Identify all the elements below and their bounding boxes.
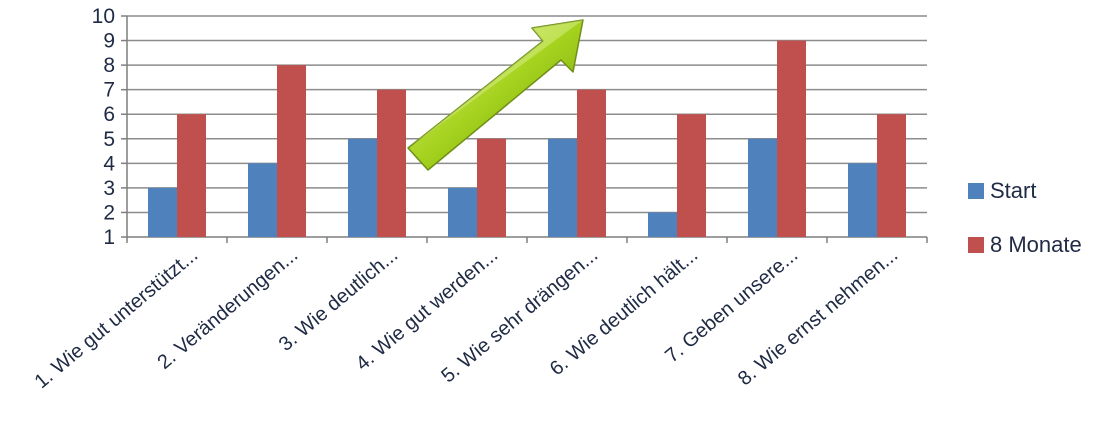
y-tick-label: 2 (103, 201, 115, 224)
category-label: 8. Wie ernst nehmen... (734, 244, 902, 390)
bar-8-monate (277, 65, 306, 237)
bar-start (348, 138, 377, 237)
y-tick-label: 5 (103, 128, 115, 151)
category-labels: 1. Wie gut unterstützt...2. Veränderunge… (31, 244, 903, 393)
bar-start (548, 138, 577, 237)
axes (121, 15, 928, 243)
y-tick-label: 4 (103, 152, 115, 175)
bar-8-monate (577, 89, 606, 238)
bar-start (648, 212, 677, 237)
bar-start (748, 138, 777, 237)
bar-8-monate (677, 114, 706, 237)
bar-start (448, 187, 477, 237)
legend-item-start: Start (968, 178, 1082, 204)
bar-start (148, 187, 177, 237)
legend: Start 8 Monate (968, 178, 1082, 286)
y-tick-label: 10 (92, 5, 115, 28)
trend-arrow-icon (407, 19, 584, 171)
bar-8-monate (777, 40, 806, 237)
y-tick-label: 3 (103, 177, 115, 200)
bar-8-monate (877, 114, 906, 237)
bar-8-monate (177, 114, 206, 237)
legend-label-8-monate: 8 Monate (990, 232, 1082, 257)
y-tick-label: 1 (103, 226, 115, 249)
bar-8-monate (477, 138, 506, 237)
bar-start (848, 163, 877, 237)
gridlines (127, 15, 927, 214)
legend-swatch-start (968, 183, 984, 199)
bars (148, 40, 906, 238)
legend-item-8-monate: 8 Monate (968, 232, 1082, 258)
legend-swatch-8-monate (968, 237, 984, 253)
y-tick-label: 8 (103, 54, 115, 77)
y-tick-label: 6 (103, 103, 115, 126)
legend-label-start: Start (990, 178, 1037, 203)
category-label: 1. Wie gut unterstützt... (31, 244, 203, 393)
y-tick-label: 7 (103, 79, 115, 102)
bar-8-monate (377, 89, 406, 238)
bar-start (248, 163, 277, 237)
y-tick-label: 9 (103, 30, 115, 53)
